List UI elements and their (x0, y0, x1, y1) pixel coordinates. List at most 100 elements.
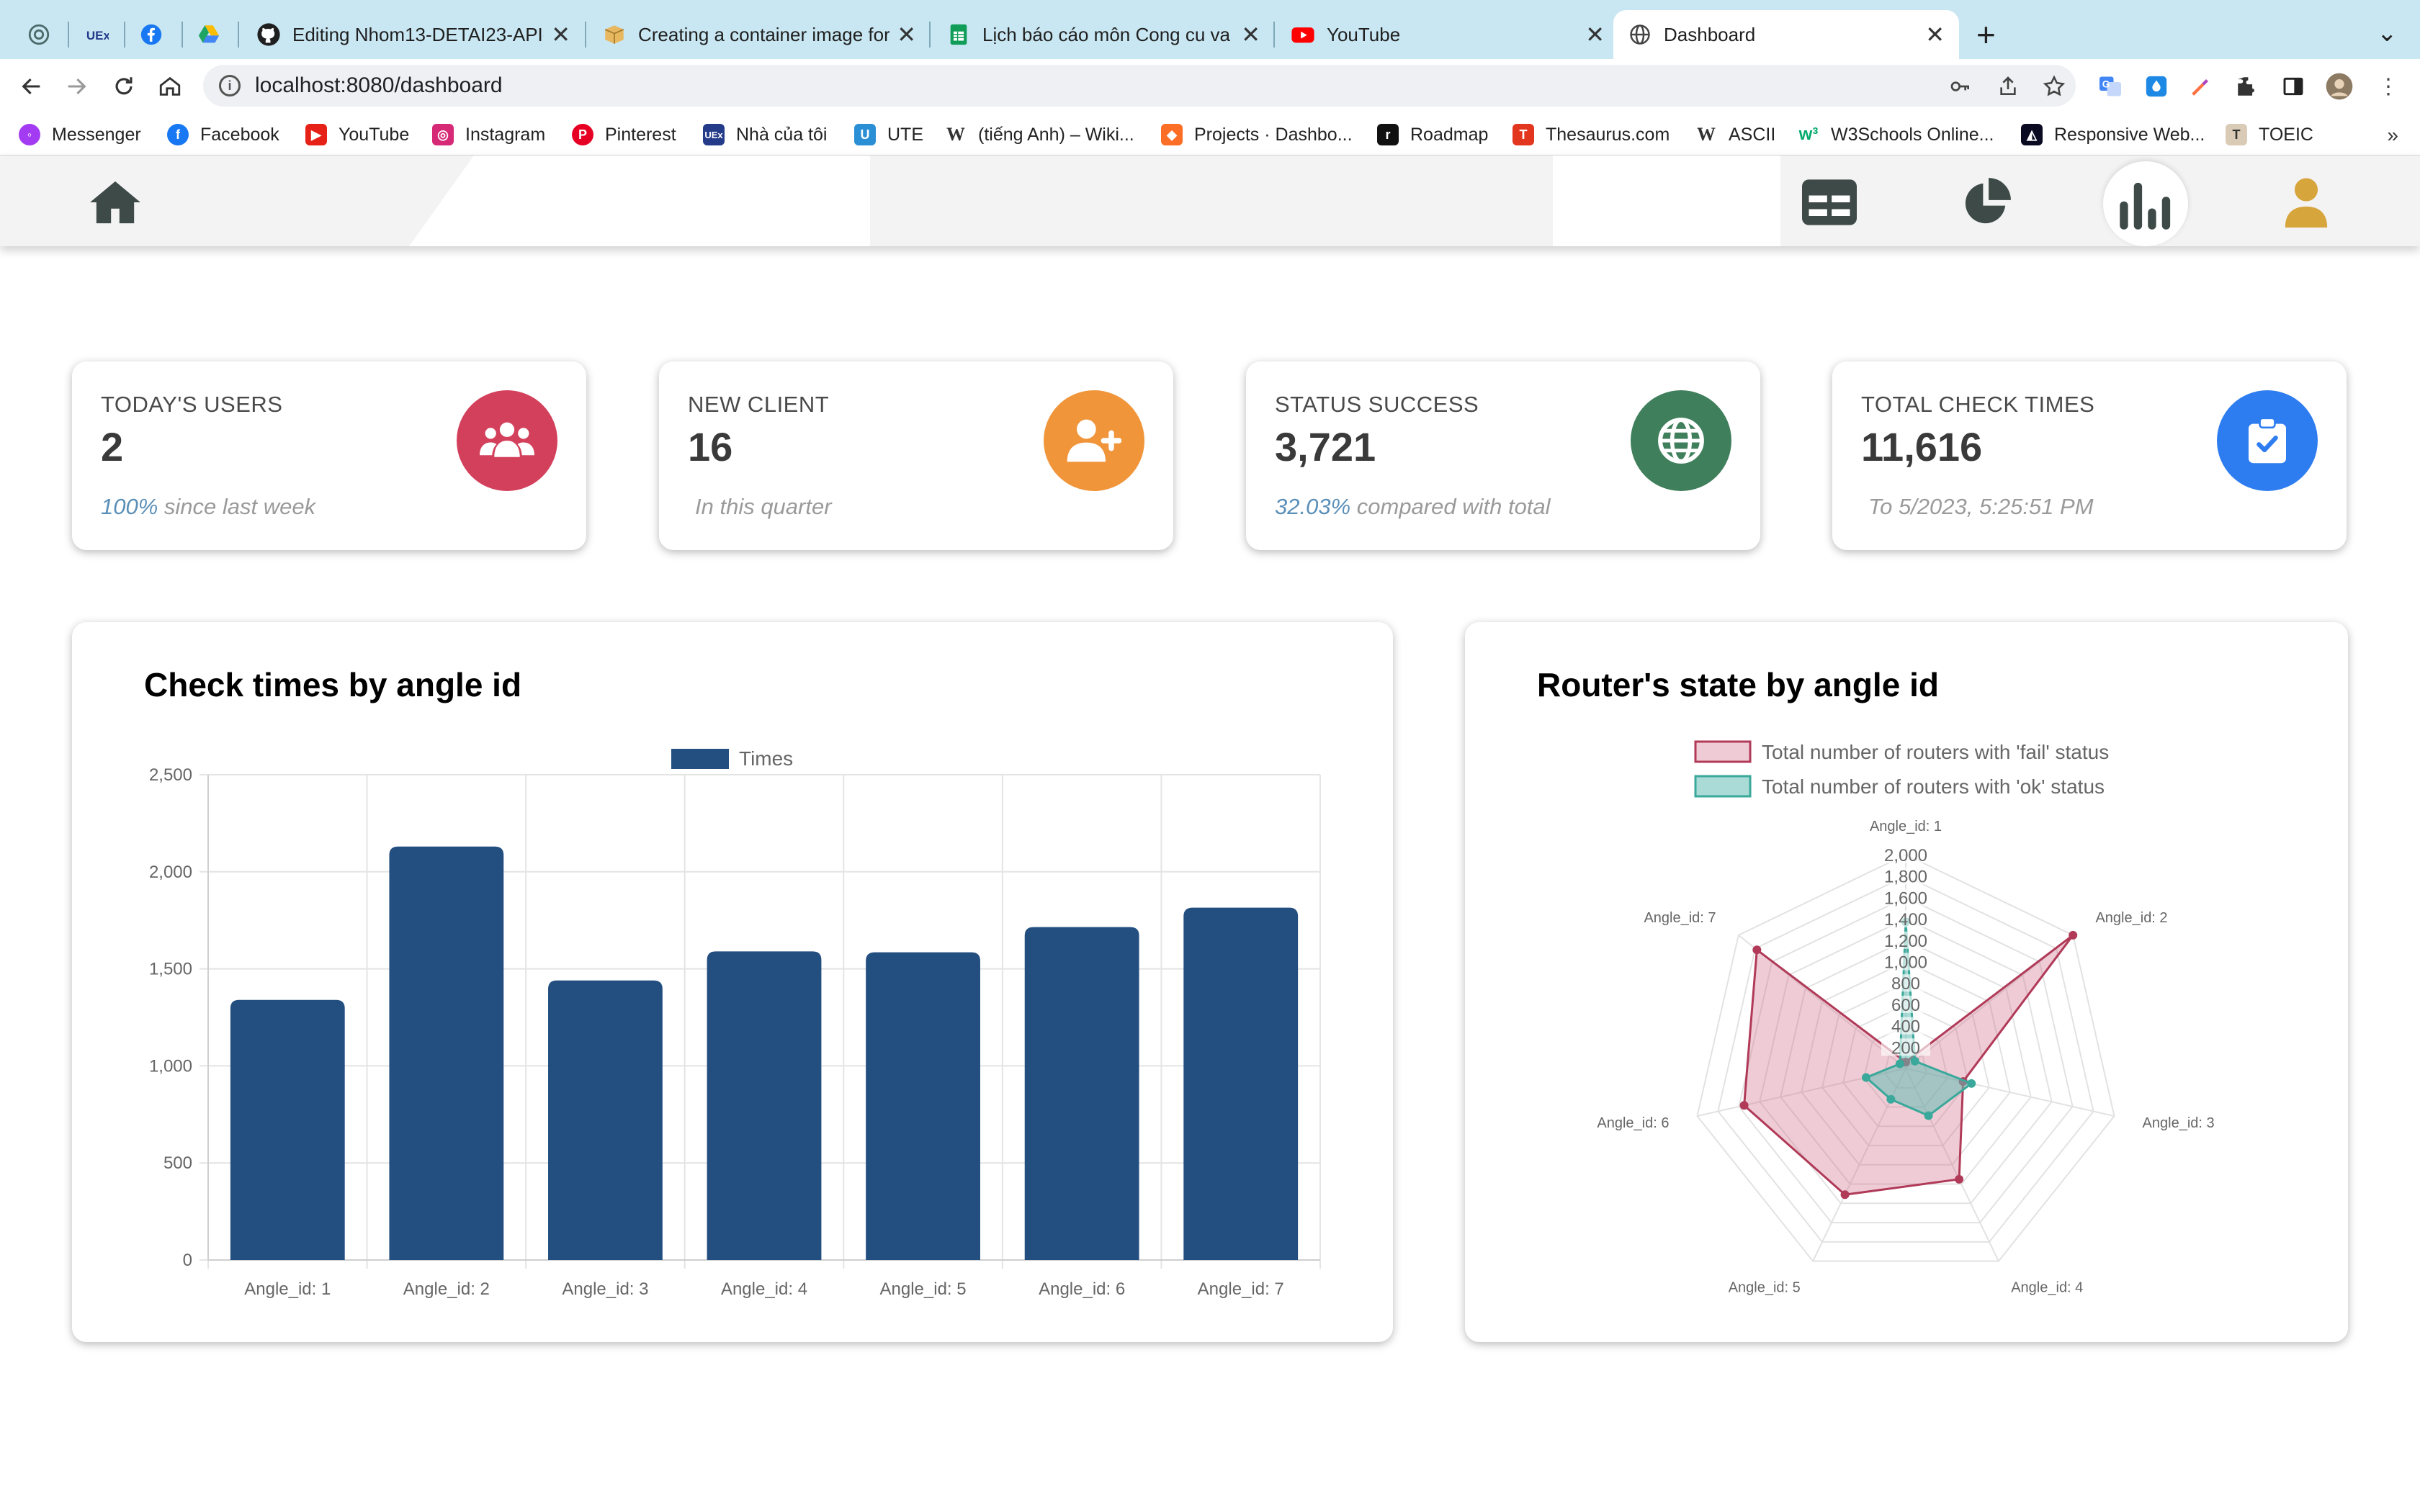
share-icon[interactable] (1994, 72, 2022, 101)
close-icon[interactable]: ✕ (1241, 22, 1260, 48)
clipboard-check-icon (2217, 390, 2318, 491)
radar-grid-ring (1717, 875, 2094, 1243)
translate-icon[interactable]: G (2096, 72, 2125, 101)
bookmark-w3schools[interactable]: w³ W3Schools Online... (1798, 121, 1994, 148)
bar (230, 999, 345, 1260)
more-bookmarks-button[interactable]: » (2387, 124, 2398, 146)
pie-chart-icon[interactable] (1959, 177, 2014, 228)
radar-point (1955, 1174, 1964, 1184)
stat-card-total-check-times: TOTAL CHECK TIMES 11,616 To 5/2023, 5:25… (1832, 361, 2347, 550)
stat-label: TODAY'S USERS (101, 392, 283, 417)
y-tick-label: 500 (163, 1153, 192, 1173)
stat-footnote: 32.03% compared with total (1275, 494, 1551, 520)
bookmark-roadmap[interactable]: r Roadmap (1377, 121, 1488, 148)
side-panel-icon[interactable] (2279, 72, 2308, 101)
radar-tick-label: 400 (1891, 1017, 1920, 1037)
y-tick-label: 2,000 (149, 863, 192, 882)
bookmark-gitlab[interactable]: ◆ Projects · Dashbo... (1161, 121, 1353, 148)
bookmark-nha-cua-toi[interactable]: UEx Nhà của tôi (703, 121, 827, 148)
bar (1183, 907, 1299, 1260)
radar-category-label: Angle_id: 1 (1870, 819, 1942, 834)
bookmark-label: Pinterest (605, 124, 676, 145)
close-icon[interactable]: ✕ (1925, 22, 1945, 48)
forward-icon[interactable] (59, 69, 94, 104)
tab-title: Editing Nhom13-DETAI23-API- (292, 23, 544, 45)
bookmark-label: ASCII (1729, 124, 1776, 145)
tab-title: Creating a container image for (638, 23, 890, 45)
radar-grid-ring (1821, 982, 1990, 1147)
stat-card-status-success: STATUS SUCCESS 3,721 32.03% compared wit… (1246, 361, 1760, 550)
bookmark-facebook[interactable]: f Facebook (167, 121, 279, 148)
close-icon[interactable]: ✕ (1585, 22, 1605, 48)
x-tick-label: Angle_id: 1 (244, 1279, 331, 1299)
chatgpt-icon[interactable] (19, 14, 59, 55)
bookmark-ascii[interactable]: W ASCII (1695, 121, 1775, 148)
radar-grid-ring (1863, 1025, 1948, 1108)
bar-chart-icon[interactable] (2103, 161, 2188, 246)
radar-tick-backdrop (1881, 1017, 1930, 1035)
tab-github[interactable]: Editing Nhom13-DETAI23-API- ✕ (242, 10, 585, 59)
radar-category-label: Angle_id: 7 (1644, 910, 1716, 926)
bookmark-instagram[interactable]: ◎ Instagram (432, 121, 545, 148)
profile-avatar[interactable] (2325, 72, 2354, 101)
dropper-extension-icon[interactable] (2142, 72, 2171, 101)
ute-icon[interactable]: UEx (76, 14, 117, 55)
new-tab-button[interactable]: + (1976, 16, 1996, 53)
bookmark-wiki[interactable]: W (tiếng Anh) – Wiki... (945, 121, 1134, 148)
close-icon[interactable]: ✕ (551, 22, 570, 48)
info-icon[interactable]: i (219, 75, 241, 96)
bookmark-label: Projects · Dashbo... (1194, 124, 1353, 145)
y-tick-label: 1,000 (149, 1056, 192, 1076)
browser-menu-icon[interactable]: ⋮ (2378, 74, 2399, 99)
color-picker-icon[interactable] (2187, 72, 2215, 101)
drive-icon[interactable] (189, 14, 229, 55)
radar-tick-backdrop (1881, 846, 1930, 863)
svg-text:UEx: UEx (86, 29, 109, 42)
radar-category-label: Angle_id: 6 (1597, 1115, 1669, 1131)
bookmark-label: Nhà của tôi (736, 124, 828, 145)
radar-point (1840, 1190, 1850, 1200)
radar-point (1861, 1073, 1870, 1082)
bookmark-responsive-web[interactable]: ◭ Responsive Web... (2021, 121, 2205, 148)
bookmark-ute[interactable]: U UTE (854, 121, 923, 148)
bookmark-star-icon[interactable] (2040, 72, 2069, 101)
instagram-icon: ◎ (432, 124, 454, 145)
facebook-icon[interactable] (131, 14, 171, 55)
github-icon (256, 22, 281, 47)
user-icon[interactable] (2279, 177, 2334, 228)
reload-icon[interactable] (107, 69, 141, 104)
bookmark-messenger[interactable]: ◦ Messenger (19, 121, 141, 148)
radar-tick-label: 200 (1891, 1038, 1920, 1058)
home-icon[interactable] (88, 177, 143, 228)
table-icon[interactable] (1802, 177, 1857, 228)
bookmark-label: W3Schools Online... (1831, 124, 1994, 145)
radar-grid-ring (1780, 939, 2032, 1185)
close-icon[interactable]: ✕ (897, 22, 916, 48)
radar-tick-backdrop (1881, 974, 1930, 992)
radar-chart-title: Router's state by angle id (1537, 666, 1939, 703)
bookmark-thesaurus[interactable]: T Thesaurus.com (1512, 121, 1670, 148)
bookmark-label: (tiếng Anh) – Wiki... (978, 124, 1134, 145)
radar-grid-ring (1696, 853, 2115, 1262)
bookmark-pinterest[interactable]: P Pinterest (572, 121, 676, 148)
bookmarks-bar: ◦ Messenger f Facebook ▶ YouTube ◎ Instagram… (0, 114, 2420, 156)
radar-chart-card: 200 400 600 800 1,000 1,200 1,400 1,600 1,800 2,0… (1465, 622, 2348, 1342)
back-icon[interactable] (14, 69, 49, 104)
extensions-icon[interactable] (2233, 72, 2262, 101)
tab-youtube[interactable]: YouTube ✕ (1276, 10, 1619, 59)
tab-container-image[interactable]: Creating a container image for ✕ (588, 10, 931, 59)
address-bar[interactable]: i localhost:8080/dashboard (203, 65, 2076, 107)
bookmark-youtube[interactable]: ▶ YouTube (305, 121, 409, 148)
radar-grid-ring (1842, 1003, 1969, 1128)
bookmark-toeic[interactable]: T TOEIC (2226, 121, 2313, 148)
stat-card-new-client: NEW CLIENT 16 In this quarter (659, 361, 1173, 550)
tab-search-icon[interactable]: ⌄ (2377, 19, 2398, 47)
tab-sheets[interactable]: Lịch báo cáo môn Cong cu va p ✕ (932, 10, 1275, 59)
home-icon[interactable] (153, 69, 187, 104)
legend-swatch (1694, 740, 1752, 763)
radar-point (1895, 1059, 1904, 1068)
key-icon[interactable] (1946, 72, 1975, 101)
youtube-icon (1291, 22, 1315, 47)
messenger-icon: ◦ (19, 124, 40, 145)
tab-dashboard[interactable]: Dashboard ✕ (1613, 10, 1959, 59)
